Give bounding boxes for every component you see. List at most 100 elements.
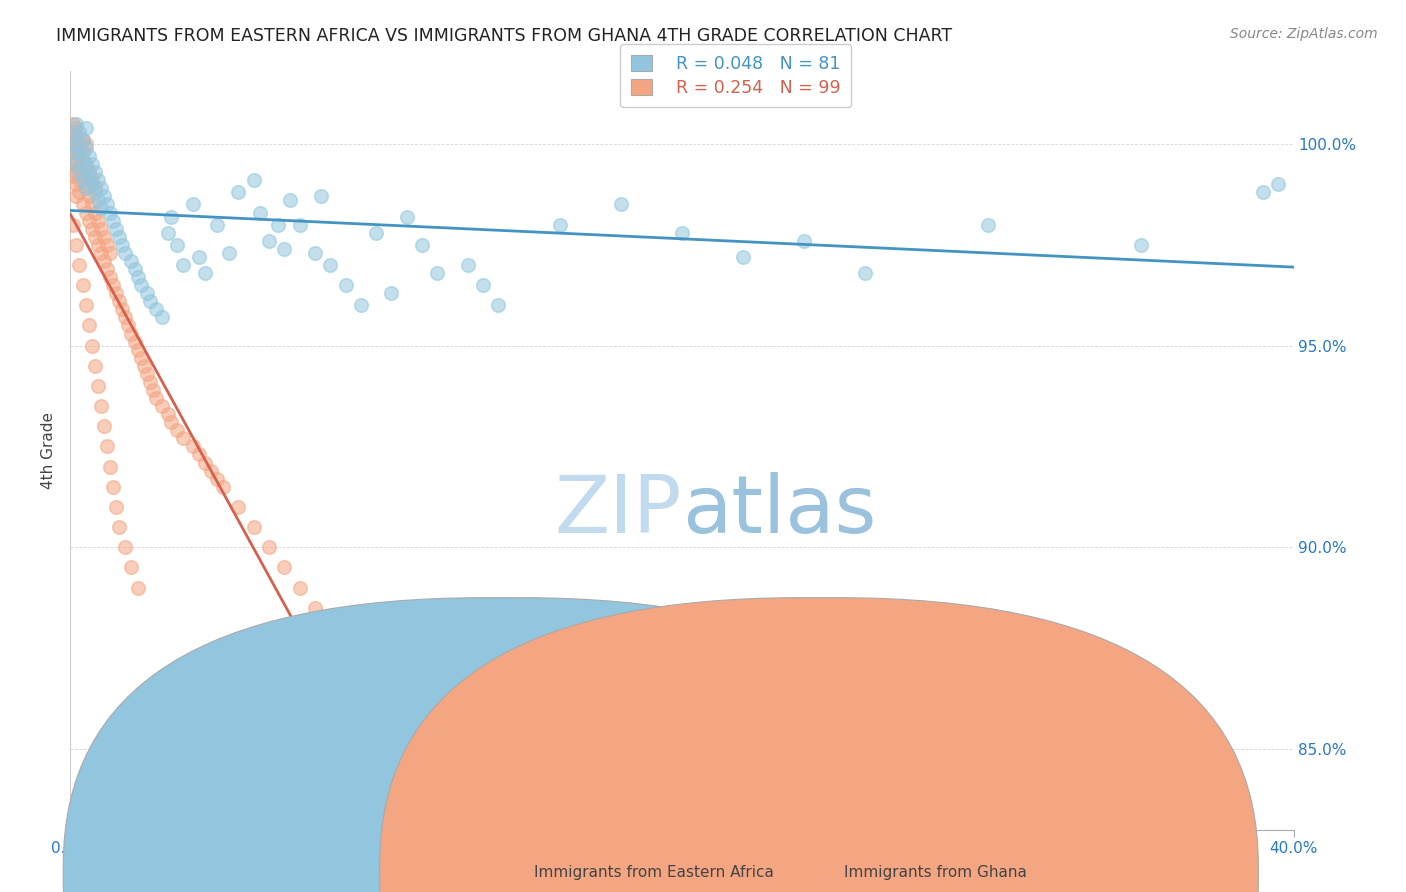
Point [166, 237, 188, 252]
Point [93, 229, 115, 244]
Point [98, 270, 121, 285]
Point [111, 302, 134, 317]
Point [218, 245, 240, 260]
Point [212, 480, 235, 494]
Point [62, 218, 84, 232]
Point [139, 375, 162, 389]
Point [105, 500, 128, 514]
Point [77, 213, 100, 227]
Point [150, 310, 173, 325]
Point [319, 621, 342, 635]
Point [96, 262, 118, 277]
Point [108, 520, 131, 534]
Point [87, 213, 110, 227]
Point [135, 367, 157, 381]
Point [69, 258, 91, 272]
Point [366, 226, 388, 240]
Point [160, 210, 183, 224]
Point [200, 464, 222, 478]
Point [62, 136, 84, 151]
Point [101, 480, 124, 494]
Legend:   R = 0.048   N = 81,   R = 0.254   N = 99: R = 0.048 N = 81, R = 0.254 N = 99 [620, 45, 852, 107]
Point [1267, 178, 1289, 192]
Point [114, 541, 136, 555]
Point [793, 234, 815, 248]
Point [75, 120, 97, 135]
Point [93, 419, 115, 434]
Point [77, 189, 100, 203]
Point [127, 343, 149, 357]
Point [350, 298, 373, 312]
Point [472, 278, 495, 293]
Point [121, 560, 143, 574]
Point [243, 173, 266, 187]
Point [411, 237, 433, 252]
Point [75, 141, 97, 155]
Point [65, 189, 87, 203]
Point [129, 278, 152, 293]
Text: ZIP: ZIP [554, 472, 682, 550]
Point [105, 286, 128, 301]
Point [124, 334, 146, 349]
Point [93, 253, 115, 268]
Point [77, 149, 100, 163]
Point [304, 600, 326, 615]
Point [139, 294, 162, 309]
Point [121, 253, 143, 268]
Point [98, 245, 121, 260]
Point [187, 250, 209, 264]
Point [205, 218, 228, 232]
Point [309, 189, 332, 203]
Point [80, 338, 103, 352]
Point [69, 186, 91, 200]
Point [114, 245, 136, 260]
Point [114, 310, 136, 325]
Point [145, 302, 167, 317]
Point [150, 399, 173, 413]
Point [87, 173, 110, 187]
Point [121, 326, 143, 341]
Point [101, 278, 124, 293]
Point [80, 157, 103, 171]
Point [65, 165, 87, 179]
Point [62, 117, 84, 131]
Point [90, 399, 112, 413]
Point [288, 218, 311, 232]
Point [172, 431, 194, 445]
Point [426, 266, 449, 280]
Point [96, 197, 118, 211]
Point [65, 157, 87, 171]
Point [181, 197, 204, 211]
Point [83, 205, 105, 219]
Point [267, 218, 290, 232]
Point [69, 145, 91, 159]
Point [75, 298, 97, 312]
Point [65, 178, 87, 192]
Point [671, 226, 693, 240]
Point [72, 173, 94, 187]
Point [72, 153, 94, 167]
Point [395, 210, 418, 224]
Point [111, 237, 134, 252]
Point [62, 157, 84, 171]
Point [335, 278, 357, 293]
Point [350, 661, 373, 675]
Point [243, 520, 266, 534]
Point [304, 245, 326, 260]
Point [62, 128, 84, 143]
Point [257, 541, 280, 555]
Point [194, 456, 217, 470]
Point [488, 298, 510, 312]
Point [142, 383, 165, 397]
Point [62, 125, 84, 139]
Point [157, 407, 180, 421]
Point [69, 125, 91, 139]
Point [194, 266, 217, 280]
Point [80, 173, 103, 187]
Point [83, 181, 105, 195]
Point [228, 186, 250, 200]
Point [83, 165, 105, 179]
Point [77, 318, 100, 333]
Point [90, 245, 112, 260]
Point [75, 181, 97, 195]
